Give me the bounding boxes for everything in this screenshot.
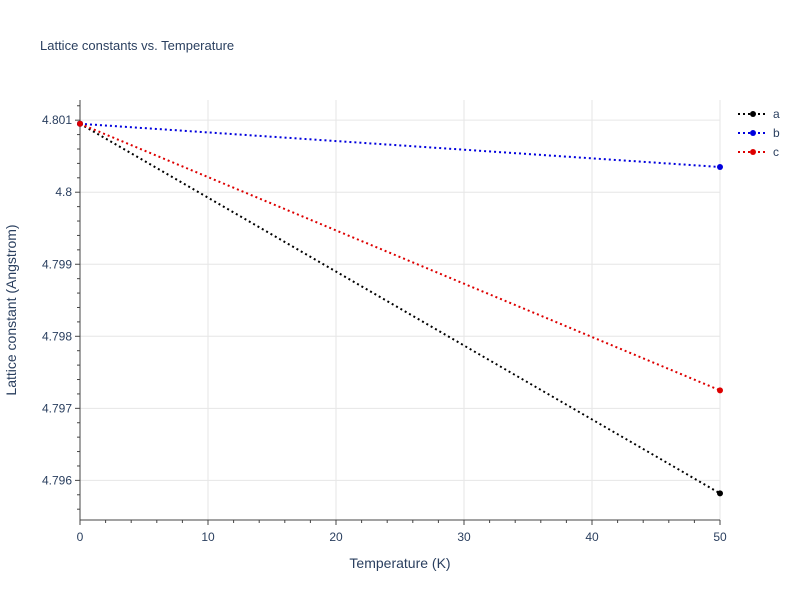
legend-marker-a [750, 111, 756, 117]
data-point-b [717, 163, 723, 170]
x-axis-title: Temperature (K) [349, 555, 450, 571]
data-point-c [77, 120, 83, 127]
legend-marker-b [750, 130, 756, 136]
legend-label-a: a [773, 107, 780, 121]
x-tick-label: 10 [201, 530, 215, 544]
x-tick-label: 20 [329, 530, 343, 544]
chart-title: Lattice constants vs. Temperature [40, 38, 234, 53]
x-tick-label: 50 [713, 530, 727, 544]
grid [80, 100, 721, 520]
x-tick-label: 30 [457, 530, 471, 544]
x-tick-label: 40 [585, 530, 599, 544]
legend: abc [738, 107, 780, 159]
y-axis-title: Lattice constant (Angstrom) [3, 224, 19, 395]
x-tick-label: 0 [77, 530, 84, 544]
y-tick-label: 4.798 [42, 329, 72, 343]
series-line-a [79, 122, 721, 495]
data-point-c [717, 387, 723, 394]
data-point-a [717, 490, 723, 497]
y-tick-label: 4.796 [42, 473, 72, 487]
y-tick-label: 4.801 [42, 113, 72, 127]
y-tick-label: 4.8 [55, 185, 72, 199]
y-tick-label: 4.799 [42, 257, 72, 271]
y-tick-label: 4.797 [42, 401, 72, 415]
legend-marker-c [750, 149, 756, 155]
plot-area [77, 120, 723, 497]
legend-label-b: b [773, 126, 780, 140]
axes: 0 10 20 30 40 50 4.796 4.797 4.798 4.799 4.8 4.801 [42, 100, 727, 544]
series-line-c [79, 122, 721, 392]
legend-label-c: c [773, 145, 779, 159]
series-line-b [79, 122, 721, 168]
